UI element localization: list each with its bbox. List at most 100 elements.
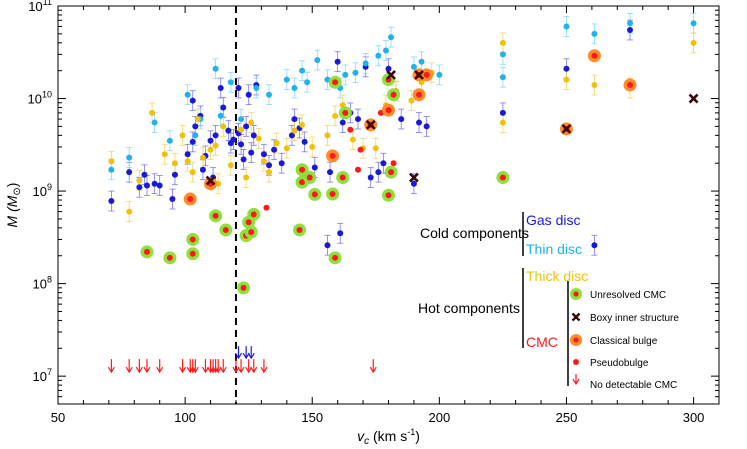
point-gas-40 — [301, 138, 308, 145]
unresolved-cmc-dot-9 — [248, 229, 255, 236]
no-cmc-arrow-19-head — [260, 366, 268, 374]
no-cmc-arrow-17-head — [245, 366, 253, 374]
no-cmc-arrow-1-head — [125, 366, 133, 374]
point-thin-15 — [299, 67, 306, 74]
legend-marker-label-classical: Classical bulge — [590, 336, 658, 347]
point-thick-24 — [291, 127, 298, 134]
classical-bulge-dot-2 — [329, 152, 336, 159]
point-thin-29 — [499, 51, 506, 58]
point-gas-16 — [207, 137, 214, 144]
point-gas-61 — [591, 242, 598, 249]
no-cmc-arrow-14-head — [219, 366, 227, 374]
no-cmc-arrow-20-head — [369, 366, 377, 374]
point-thin-12 — [266, 91, 273, 98]
y-axis-label-main: M (M — [4, 195, 20, 227]
classical-bulge-dot-7 — [423, 71, 430, 78]
no-cmc-arrow-3-head — [143, 366, 151, 374]
cmc-marker-layer — [140, 49, 699, 295]
point-gas-35 — [271, 146, 278, 153]
point-thin-22 — [362, 60, 369, 67]
classical-bulge-dot-9 — [591, 52, 598, 59]
point-thick-18 — [248, 119, 255, 126]
point-thin-25 — [388, 34, 395, 41]
point-gas-12 — [192, 123, 199, 130]
unresolved-cmc-dot-8 — [245, 219, 252, 226]
point-thick-2 — [136, 177, 143, 184]
point-gas-62 — [627, 27, 634, 34]
no-cmc-arrow-13-head — [214, 366, 222, 374]
point-thick-39 — [499, 119, 506, 126]
point-thick-35 — [408, 97, 415, 104]
point-thin-13 — [283, 76, 290, 83]
point-thin-10 — [238, 116, 245, 123]
unresolved-cmc-dot-6 — [240, 284, 247, 291]
no-cmc-arrow-15-head — [232, 366, 240, 374]
point-gas-10 — [189, 138, 196, 145]
y-tick-exponent-3: 10 — [42, 90, 52, 100]
point-thick-41 — [591, 82, 598, 89]
legend: Cold components Hot components Gas disc Thi… — [418, 212, 679, 391]
point-thick-19 — [255, 135, 262, 142]
point-thick-23 — [283, 145, 290, 152]
point-gas-53 — [385, 65, 392, 72]
unresolved-cmc-dot-2 — [189, 236, 196, 243]
legend-component-gas: Gas disc — [526, 212, 580, 228]
point-thin-33 — [627, 20, 634, 27]
point-gas-23 — [230, 136, 237, 143]
classical-bulge-dot-0 — [187, 196, 194, 203]
point-gas-28 — [243, 123, 250, 130]
boxy-inner-structure-marker-2 — [386, 69, 396, 80]
x-tick-label-2: 150 — [301, 410, 323, 425]
x-axis-label-main: v — [357, 428, 365, 444]
point-thick-21 — [266, 169, 273, 176]
x-axis-label: vc (km s-1) — [357, 427, 420, 447]
point-thin-0 — [108, 166, 115, 173]
boxy-inner-structure-marker-4 — [414, 69, 424, 80]
point-cmc-0 — [263, 204, 270, 211]
point-gas-8 — [171, 171, 178, 178]
classical-bulge-dot-10 — [627, 82, 634, 89]
point-gas-59 — [499, 109, 506, 116]
point-gas-21 — [225, 127, 232, 134]
point-thick-9 — [194, 116, 201, 123]
point-thick-6 — [179, 132, 186, 139]
point-gas-19 — [217, 84, 224, 91]
point-thick-32 — [372, 145, 379, 152]
unresolved-cmc-dot-14 — [306, 174, 313, 181]
x-tick-label-0: 50 — [51, 410, 65, 425]
boxy-inner-structure-marker-1 — [365, 119, 376, 130]
classical-bulge-dot-4 — [385, 107, 392, 114]
point-gas-55 — [398, 116, 405, 123]
point-thick-11 — [207, 146, 214, 153]
point-thin-32 — [591, 30, 598, 37]
x-tick-label-5: 300 — [683, 410, 705, 425]
point-thick-30 — [349, 136, 356, 143]
y-tick-base-3: 10 — [28, 92, 42, 107]
point-thin-24 — [382, 47, 389, 54]
point-thick-12 — [212, 142, 219, 149]
point-thick-38 — [499, 39, 506, 46]
x-axis-label-exp: -1 — [407, 427, 415, 437]
point-gas-52 — [380, 160, 387, 167]
point-gas-7 — [169, 196, 176, 203]
x-tick-label-1: 100 — [174, 410, 196, 425]
legend-symbol-classical-dot — [573, 337, 579, 343]
point-gas-36 — [278, 160, 285, 167]
y-tick-exponent-0: 7 — [47, 367, 52, 377]
point-gas-14 — [199, 166, 206, 173]
unresolved-cmc-dot-15 — [311, 191, 318, 198]
unresolved-cmc-dot-12 — [299, 179, 306, 186]
point-gas-26 — [238, 141, 245, 148]
y-tick-label-0: 107 — [33, 367, 52, 384]
y-tick-label-4: 1011 — [28, 0, 52, 14]
point-thin-17 — [314, 57, 321, 64]
point-gas-56 — [410, 180, 417, 187]
point-gas-29 — [245, 91, 252, 98]
unresolved-cmc-dot-13 — [299, 166, 306, 173]
point-thin-4 — [184, 91, 191, 98]
point-thin-9 — [227, 79, 234, 86]
point-gas-38 — [291, 116, 298, 123]
